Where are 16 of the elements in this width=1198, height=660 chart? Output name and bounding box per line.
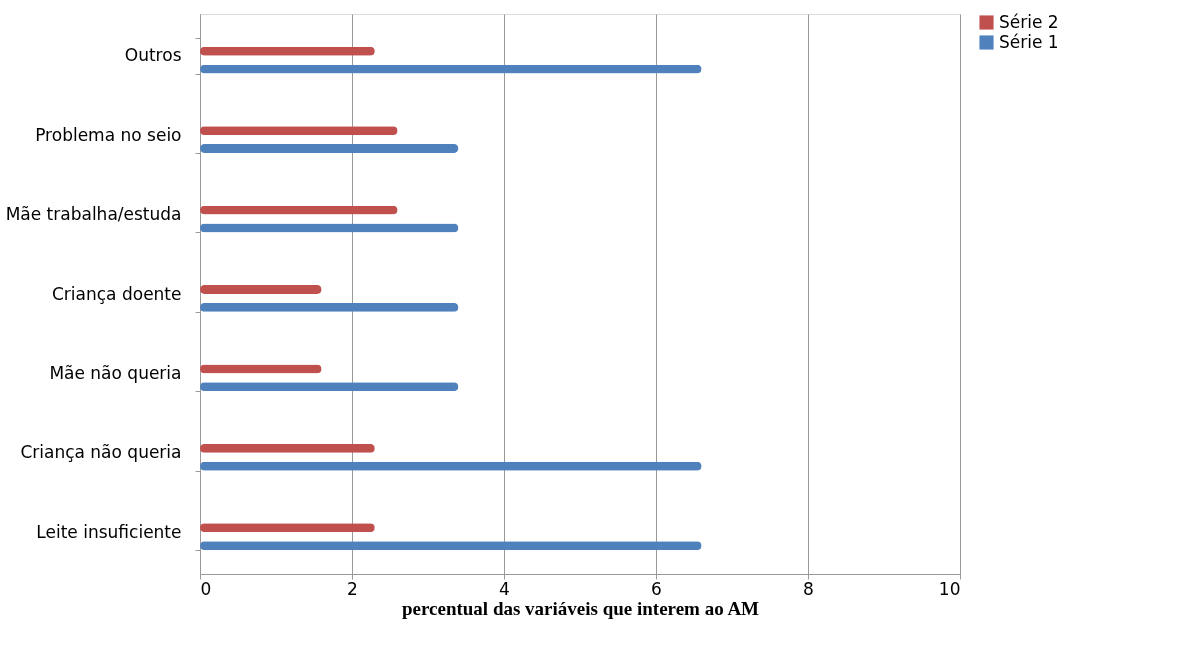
y-tick-label: Leite insuficiente	[36, 521, 182, 542]
legend-label: Série 2	[999, 11, 1059, 32]
x-tick-label: 6	[651, 578, 662, 599]
x-tick-label: 0	[200, 578, 212, 599]
legend-label: Série 1	[999, 31, 1059, 52]
y-tick-label: Problema no seio	[35, 124, 182, 145]
x-axis-title: percentual das variáveis que interem ao AM	[401, 597, 760, 619]
y-tick-label: Outros	[124, 45, 182, 66]
y-tick-label: Criança doente	[52, 283, 182, 304]
y-tick-label: Mãe não queria	[49, 362, 182, 383]
x-tick-label: 2	[347, 578, 358, 599]
x-tick-label: 8	[803, 578, 814, 599]
x-tick-label: 10	[938, 578, 961, 599]
x-tick-label: 4	[499, 578, 510, 599]
y-tick-label: Criança não queria	[20, 442, 182, 463]
y-tick-label: Mãe trabalha/estuda	[5, 204, 182, 225]
